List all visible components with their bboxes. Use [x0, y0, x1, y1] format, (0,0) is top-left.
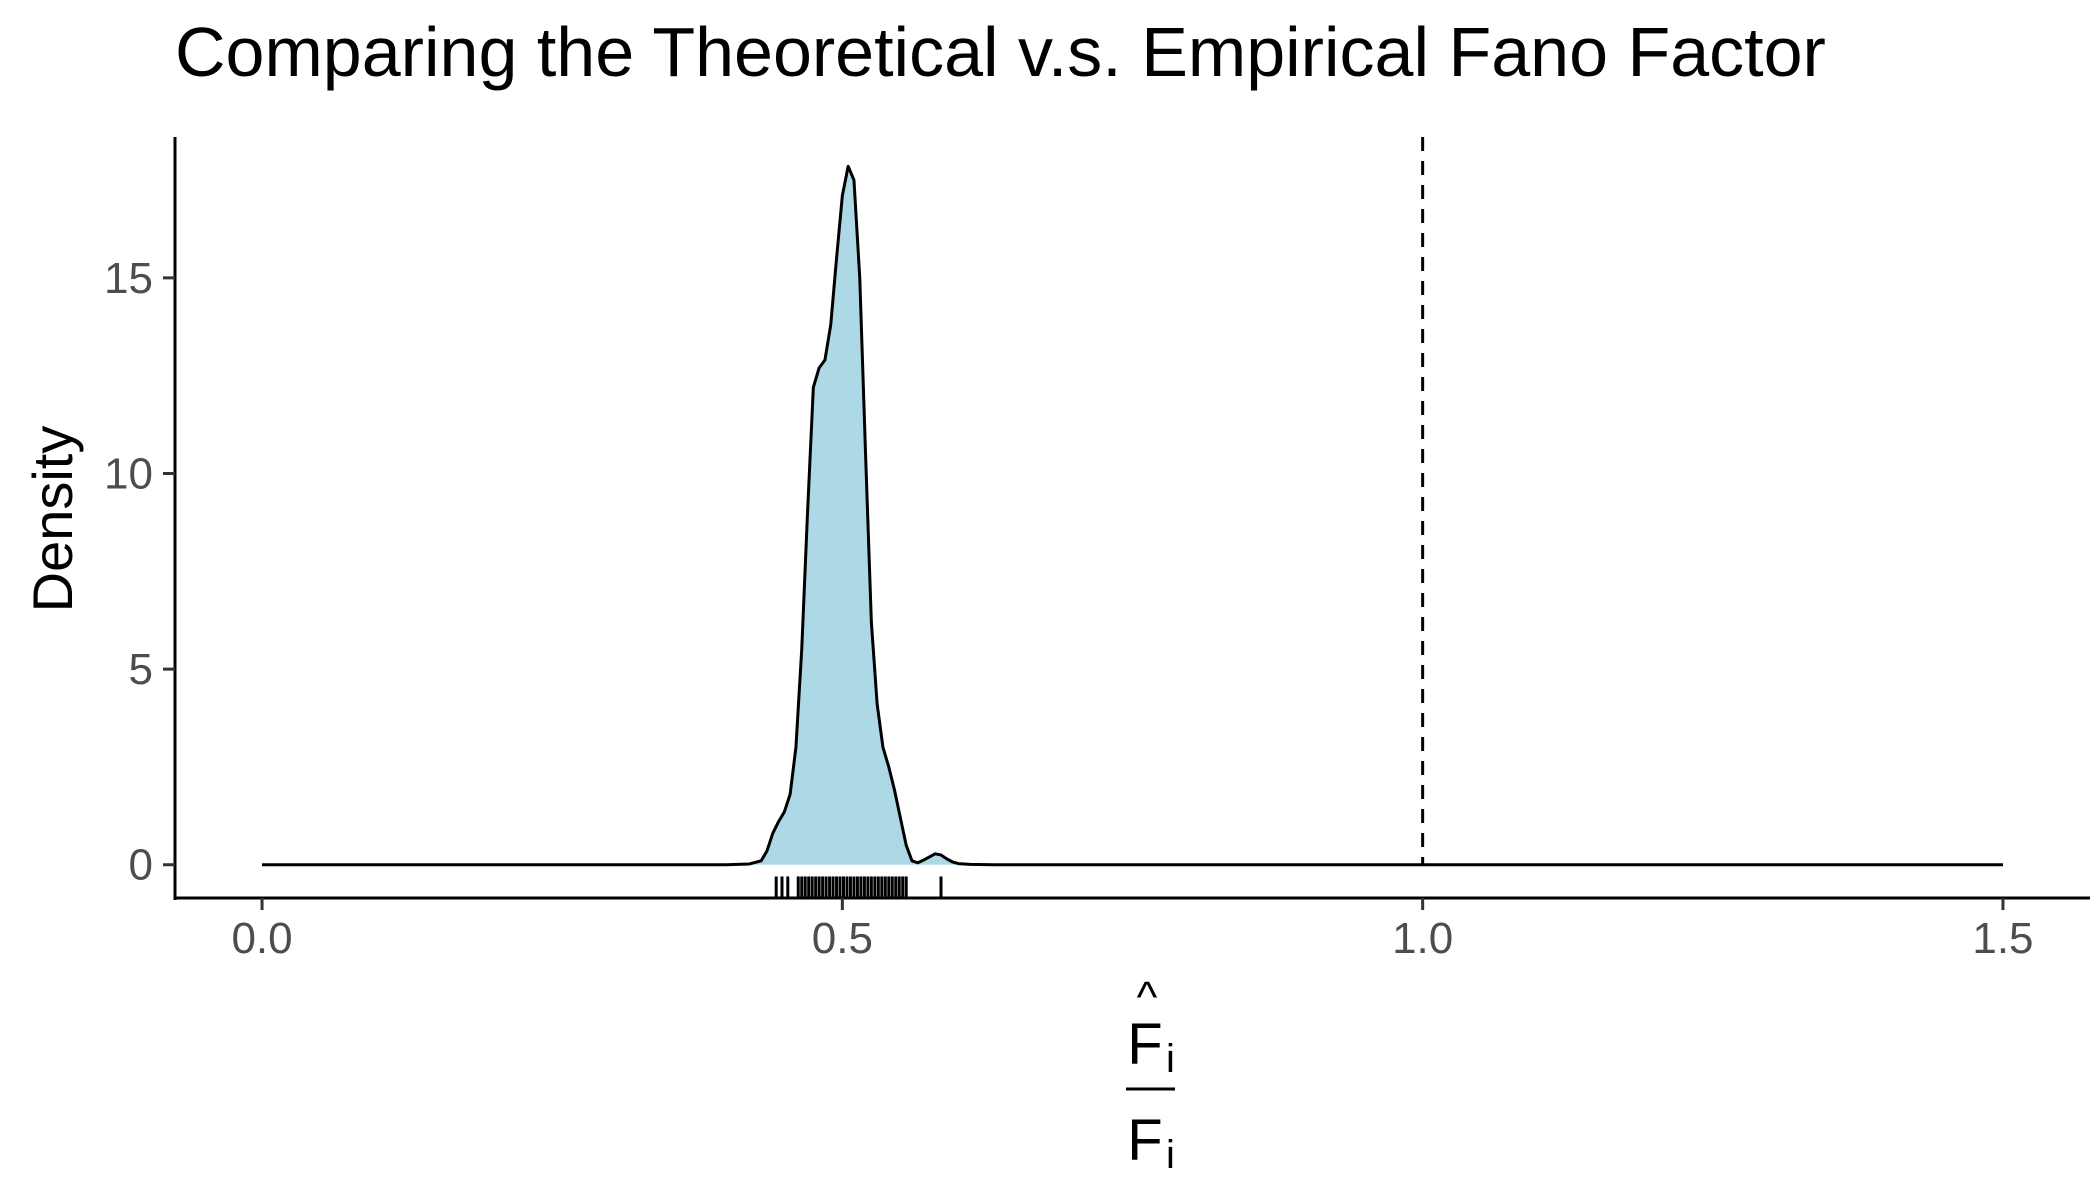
- x-label-numerator-accent: ^: [1137, 973, 1158, 1022]
- y-axis-ticks: 0 5 10 15: [104, 254, 175, 890]
- chart-title: Comparing the Theoretical v.s. Empirical…: [175, 13, 1826, 91]
- x-label-numerator: F: [1127, 1012, 1162, 1077]
- x-tick-label: 1.5: [1972, 914, 2033, 963]
- x-tick-label: 0.5: [812, 914, 873, 963]
- x-label-denominator: F: [1127, 1108, 1162, 1173]
- x-label-numerator-subscript: i: [1166, 1037, 1175, 1081]
- y-tick-label: 0: [129, 841, 153, 890]
- x-tick-label: 0.0: [231, 914, 292, 963]
- y-axis-title: Density: [21, 426, 84, 613]
- plot-area: [262, 137, 2003, 898]
- density-line: [262, 164, 2003, 867]
- y-tick-label: 5: [129, 645, 153, 694]
- x-axis-title: ^ F i F i: [1126, 973, 1175, 1177]
- x-tick-label: 1.0: [1392, 914, 1453, 963]
- y-tick-label: 15: [104, 254, 153, 303]
- x-axis-ticks: 0.0 0.5 1.0 1.5: [231, 898, 2034, 963]
- x-label-denominator-subscript: i: [1166, 1133, 1175, 1177]
- y-tick-label: 10: [104, 449, 153, 498]
- density-area: [262, 166, 2003, 865]
